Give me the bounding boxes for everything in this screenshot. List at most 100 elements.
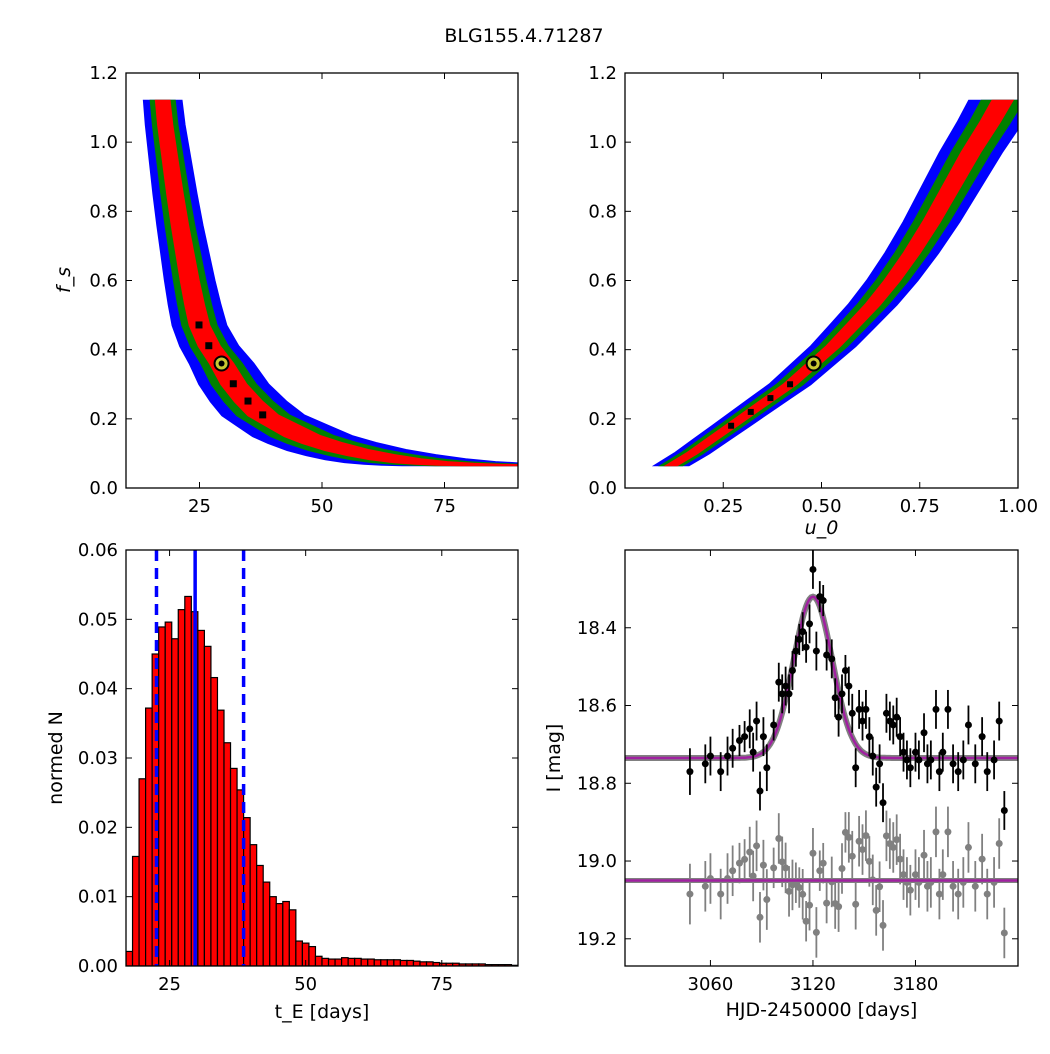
residual-point — [954, 890, 962, 898]
residual-point — [806, 901, 814, 909]
residual-point — [859, 846, 867, 854]
data-point — [935, 768, 943, 776]
data-point — [920, 729, 928, 737]
best-region-cell — [767, 395, 774, 402]
data-point — [753, 717, 761, 725]
residual-point — [778, 858, 786, 866]
y-axis-label: I [mag] — [543, 724, 565, 793]
data-point — [995, 717, 1003, 725]
histogram-bar — [171, 638, 179, 966]
residual-point — [949, 882, 957, 890]
confidence-region-1sigma — [663, 99, 1015, 467]
data-point — [1000, 806, 1008, 814]
data-point — [717, 768, 725, 776]
data-point — [802, 643, 810, 651]
histogram-bar — [380, 959, 388, 966]
data-point — [828, 655, 836, 663]
residual-point — [770, 864, 778, 872]
best-fit-marker-center — [810, 360, 817, 367]
data-point — [983, 768, 991, 776]
data-point — [939, 748, 947, 756]
histogram-bar — [367, 958, 375, 966]
histogram-bar — [354, 957, 362, 966]
data-point — [896, 733, 904, 741]
x-tick-label: 3180 — [893, 974, 939, 995]
histogram-bar — [256, 864, 264, 966]
data-point — [729, 744, 737, 752]
data-point — [869, 752, 877, 760]
data-point — [778, 690, 786, 698]
x-axis-label: HJD-2450000 [days] — [726, 999, 918, 1021]
residual-point — [932, 828, 940, 836]
residual-point — [835, 903, 843, 911]
residual-point — [809, 849, 817, 857]
residual-point — [935, 890, 943, 898]
residual-point — [746, 848, 754, 856]
data-point — [806, 620, 814, 628]
data-point — [855, 705, 863, 713]
y-tick-label: 0.2 — [89, 409, 118, 430]
plot-area — [625, 550, 1018, 959]
residual-point — [782, 864, 790, 872]
residual-point — [802, 917, 810, 925]
residual-point — [978, 855, 986, 863]
residual-point — [862, 832, 870, 840]
histogram-bar — [314, 955, 323, 966]
residual-point — [879, 921, 887, 929]
histogram-bar — [210, 676, 219, 966]
residual-point — [717, 890, 725, 898]
plot-area — [142, 99, 518, 467]
y-tick-label: 0.8 — [588, 201, 617, 222]
residual-point — [759, 861, 767, 869]
y-tick-label: 0.4 — [588, 340, 617, 361]
x-tick-label: 0.25 — [703, 496, 743, 517]
x-tick-label: 1.00 — [998, 496, 1038, 517]
data-point — [859, 717, 867, 725]
best-region-cell — [195, 321, 203, 329]
histogram-bar — [131, 855, 140, 966]
y-axis-label: f_s — [53, 267, 75, 293]
y-tick-label: 0.06 — [78, 540, 118, 561]
data-point — [872, 783, 880, 791]
x-axis-label: u_0 — [805, 517, 839, 539]
data-point — [799, 628, 807, 636]
y-tick-label: 0.6 — [89, 271, 118, 292]
y-tick-label: 19.0 — [577, 851, 617, 872]
data-point — [932, 705, 940, 713]
data-point — [749, 748, 757, 756]
data-point — [770, 721, 778, 729]
y-tick-label: 0.6 — [588, 271, 617, 292]
data-point — [893, 713, 901, 721]
data-point — [763, 764, 771, 772]
data-point — [876, 760, 884, 768]
data-point — [903, 756, 911, 764]
residual-point — [845, 833, 853, 841]
data-point — [831, 694, 839, 702]
residual-point — [882, 832, 890, 840]
figure-title: BLG155.4.71287 — [444, 25, 603, 47]
histogram-bar — [216, 709, 225, 966]
data-point — [746, 725, 754, 733]
histogram-bar — [412, 960, 421, 966]
residual-point — [785, 887, 793, 895]
histogram-bar — [282, 900, 290, 966]
residual-point — [995, 840, 1003, 848]
histogram-bar — [360, 958, 369, 966]
y-tick-label: 18.6 — [577, 696, 617, 717]
histogram-bar — [269, 896, 277, 966]
y-tick-label: 0.8 — [89, 201, 118, 222]
data-point — [785, 690, 793, 698]
data-point — [788, 667, 796, 675]
histogram-bar — [288, 909, 297, 966]
data-point — [971, 760, 979, 768]
best-region-cell — [747, 408, 754, 415]
data-point — [792, 647, 800, 655]
data-point — [735, 737, 743, 745]
y-tick-label: 0.00 — [78, 956, 118, 977]
histogram-bar — [203, 645, 212, 966]
residual-point — [756, 913, 764, 921]
x-tick-label: 75 — [433, 496, 456, 517]
residual-point — [749, 872, 757, 880]
residual-point — [900, 871, 908, 879]
